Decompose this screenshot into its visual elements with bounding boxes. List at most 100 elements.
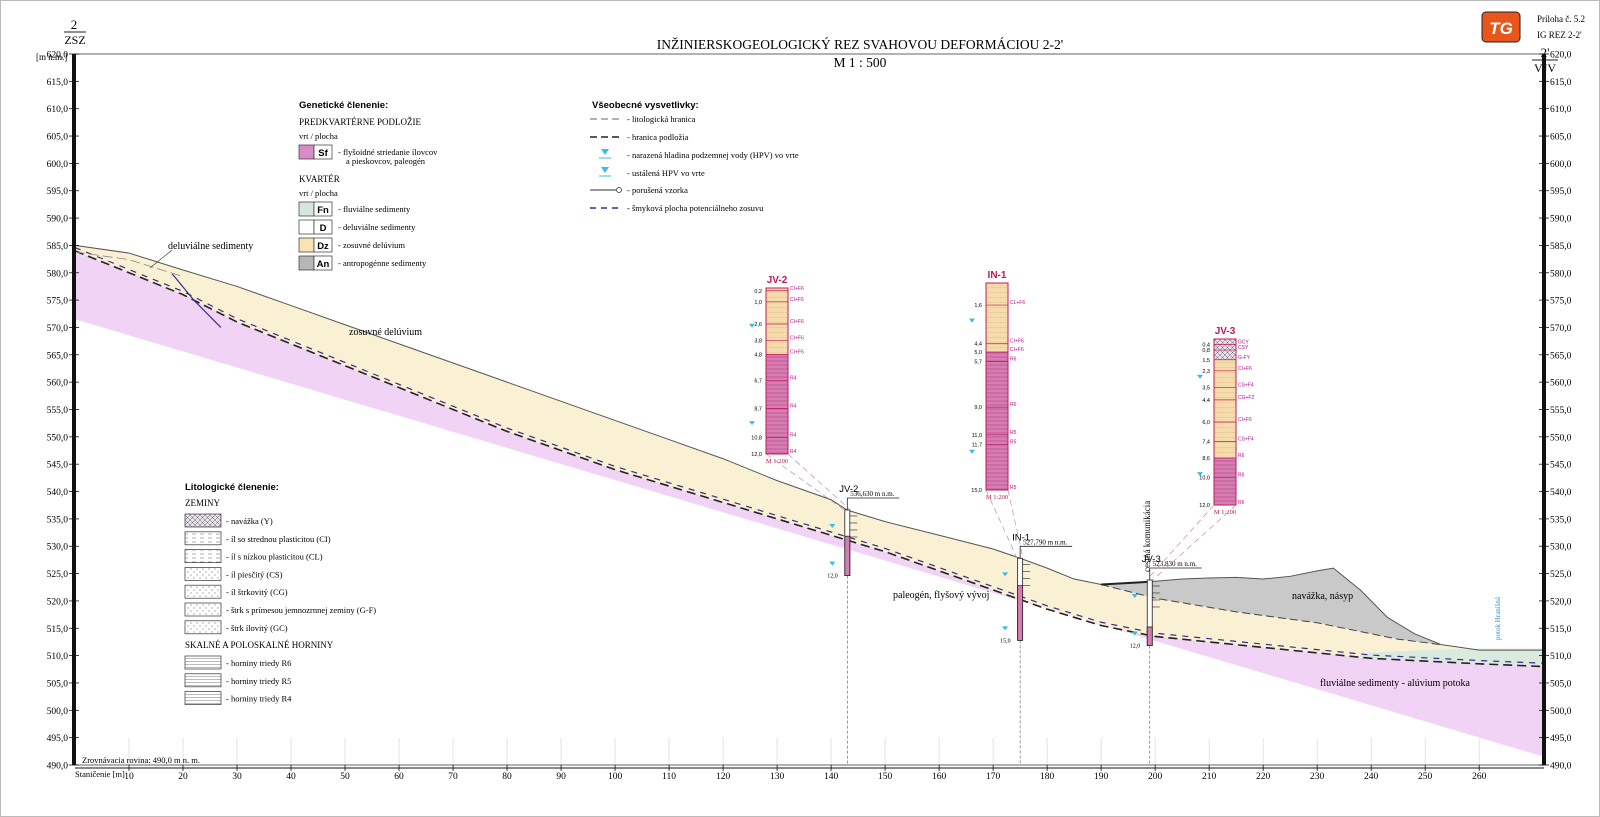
litho-soil-label: - íl piesčitý (CS) <box>226 569 283 579</box>
genetic-swatch-code-box <box>313 255 333 271</box>
borehole-code-label: G-FY <box>1238 355 1251 361</box>
station-tick-label: 10 <box>124 772 134 782</box>
borehole-log-water-symbol <box>749 323 755 328</box>
station-axis: 10 20 30 40 50 60 70 80 90 100 110 120 130 140 150 160 1… <box>75 765 1544 782</box>
borehole-depth-label: 1,5 <box>1202 358 1210 364</box>
borehole-code-label: CS+F4 <box>1238 382 1254 388</box>
station-tick-label: 140 <box>824 772 839 782</box>
log-leader-line <box>985 489 1018 559</box>
borehole-code-label: GCY <box>1238 340 1250 346</box>
elevation-axis-right: 620,0 615,0 610,0 605,0 600,0 595,0 590,0 585,0… <box>1539 51 1572 772</box>
elevation-tick-label: 620,0 <box>1550 51 1572 61</box>
general-legend-text: - porušená vzorka <box>627 185 688 195</box>
genetic-swatch-left <box>298 237 315 253</box>
station-tick-label: 130 <box>770 772 785 782</box>
station-tick-label: 110 <box>662 772 676 782</box>
genetic-swatch-code-box <box>313 219 333 235</box>
litho-rock-swatch <box>184 673 222 688</box>
elevation-tick-label: 600,0 <box>47 160 69 170</box>
litho-soil-swatch <box>184 584 222 599</box>
elevation-tick-label: 510,0 <box>1550 652 1572 662</box>
borehole-depth-label: 4,4 <box>1202 398 1210 404</box>
elevation-tick-label: 500,0 <box>1550 707 1572 717</box>
elevation-tick-label: 550,0 <box>47 433 69 443</box>
borehole-depth-label: 5,7 <box>974 360 982 366</box>
section-water-symbol <box>1002 572 1009 577</box>
elevation-tick-label: 595,0 <box>47 187 69 197</box>
elevation-tick-label: 580,0 <box>1550 269 1572 279</box>
borehole-section-name: IN-1 <box>1012 532 1030 543</box>
borehole-log-water-symbol <box>969 318 975 323</box>
elevation-tick-label: 560,0 <box>47 379 69 389</box>
litho-soil-swatch <box>184 549 222 563</box>
genetic-desc: - antropogénne sedimenty <box>338 258 427 268</box>
elevation-tick-label: 615,0 <box>47 78 69 88</box>
borehole-depth-label: 12,0 <box>751 452 762 458</box>
borehole-code-label: CI+F6 <box>790 349 804 355</box>
genetic-code: D <box>320 223 327 234</box>
elevation-tick-label: 545,0 <box>47 461 69 471</box>
genetic-code: An <box>317 259 330 270</box>
genetic-code: Dz <box>317 241 329 252</box>
ground-surface-line <box>74 244 1544 651</box>
general-legend-item: - ustálená HPV vo vrte <box>599 167 705 178</box>
borehole-depth-label: 11,0 <box>972 433 982 439</box>
borehole-code-label: R4 <box>790 376 797 382</box>
station-tick-label: 230 <box>1310 772 1325 782</box>
elevation-tick-label: 565,0 <box>47 351 69 361</box>
borehole-soil-segment <box>986 283 1008 352</box>
legend-genetic-group1: PREDKVARTÉRNE PODLOŽIE <box>299 117 422 127</box>
elevation-tick-label: 490,0 <box>47 762 69 772</box>
section-left-number: 2 <box>71 17 78 32</box>
log-leader-line <box>1146 504 1215 581</box>
elevation-axis-left: 620,0 615,0 610,0 605,0 600,0 595,0 590,0 585,0… <box>47 51 79 772</box>
borehole-logs: JV-2 0,2 CI+F6 1,0 CI+F6 2,6 CI+F6 3,8 CI+F6 4,8 C… <box>749 270 1254 765</box>
elevation-tick-label: 570,0 <box>47 324 69 334</box>
station-tick-label: 90 <box>556 772 566 782</box>
borehole-code-label: CI+F6 <box>1238 417 1252 423</box>
station-tick-label: 260 <box>1472 772 1487 782</box>
station-tick-label: 20 <box>178 772 188 782</box>
legend-genetic-title: Genetické členenie: <box>299 100 388 111</box>
borehole-section-depth: 12,0 <box>827 574 838 580</box>
borehole-log-water-symbol <box>749 421 755 426</box>
borehole-code-label: CI+F6 <box>790 336 804 342</box>
borehole-section-name: JV-3 <box>1142 554 1161 565</box>
borehole-code-label: R6 <box>1010 357 1017 363</box>
borehole-code-label: R5 <box>1010 430 1017 436</box>
legend-lithology: Litologické členenie: ZEMINY SKALNÉ A PO… <box>184 482 376 705</box>
station-tick-label: 50 <box>340 772 350 782</box>
legend-litho-rocks-title: SKALNÉ A POLOSKALNÉ HORNINY <box>185 640 334 650</box>
legend-genetic: Genetické členenie: PREDKVARTÉRNE PODLOŽ… <box>298 100 438 271</box>
elevation-tick-label: 540,0 <box>47 488 69 498</box>
elevation-tick-label: 570,0 <box>1550 324 1572 334</box>
general-legend-item: - narazená hladina podzemnej vody (HPV) … <box>599 149 799 160</box>
groundwater-symbol <box>601 167 609 173</box>
general-legend-text: - narazená hladina podzemnej vody (HPV) … <box>627 150 799 160</box>
genetic-desc: - zosuvné delúvium <box>338 240 405 250</box>
station-tick-label: 250 <box>1418 772 1433 782</box>
borehole-code-label: CI+F6 <box>1010 339 1024 345</box>
borehole-code-label: CG+F2 <box>1238 395 1254 401</box>
station-tick-label: 40 <box>286 772 296 782</box>
borehole-depth-label: 9,0 <box>974 405 982 411</box>
litho-soil-swatch <box>184 602 222 617</box>
elevation-tick-label: 590,0 <box>47 215 69 225</box>
borehole-depth-label: 7,4 <box>1202 439 1210 445</box>
station-tick-label: 120 <box>716 772 731 782</box>
borehole-log-water-symbol <box>1197 472 1203 477</box>
legend-general-title: Všeobecné vysvetlivky: <box>592 100 699 111</box>
station-tick-label: 160 <box>932 772 947 782</box>
litho-rock-label: - horniny triedy R6 <box>226 658 291 668</box>
log-leader-line <box>765 453 845 511</box>
borehole-depth-label: 8,6 <box>1202 456 1210 462</box>
station-tick-label: 190 <box>1094 772 1109 782</box>
legend-general: Všeobecné vysvetlivky: - litologická hra… <box>590 100 799 213</box>
borehole-fill-segment <box>1214 339 1236 360</box>
litho-soil-label: - íl s nízkou plasticitou (CL) <box>226 552 323 562</box>
label-deluvial-sediments: deluviálne sedimenty <box>168 241 253 252</box>
section-water-symbol <box>829 561 836 566</box>
borehole-in-1: IN-1 1,6 CL+F6 4,4 CI+F6 5,0 CI+F6 5,7 R6 9,0 R6 11… <box>969 270 1073 765</box>
litho-soil-swatch <box>184 620 222 635</box>
borehole-section-rock <box>844 535 851 577</box>
